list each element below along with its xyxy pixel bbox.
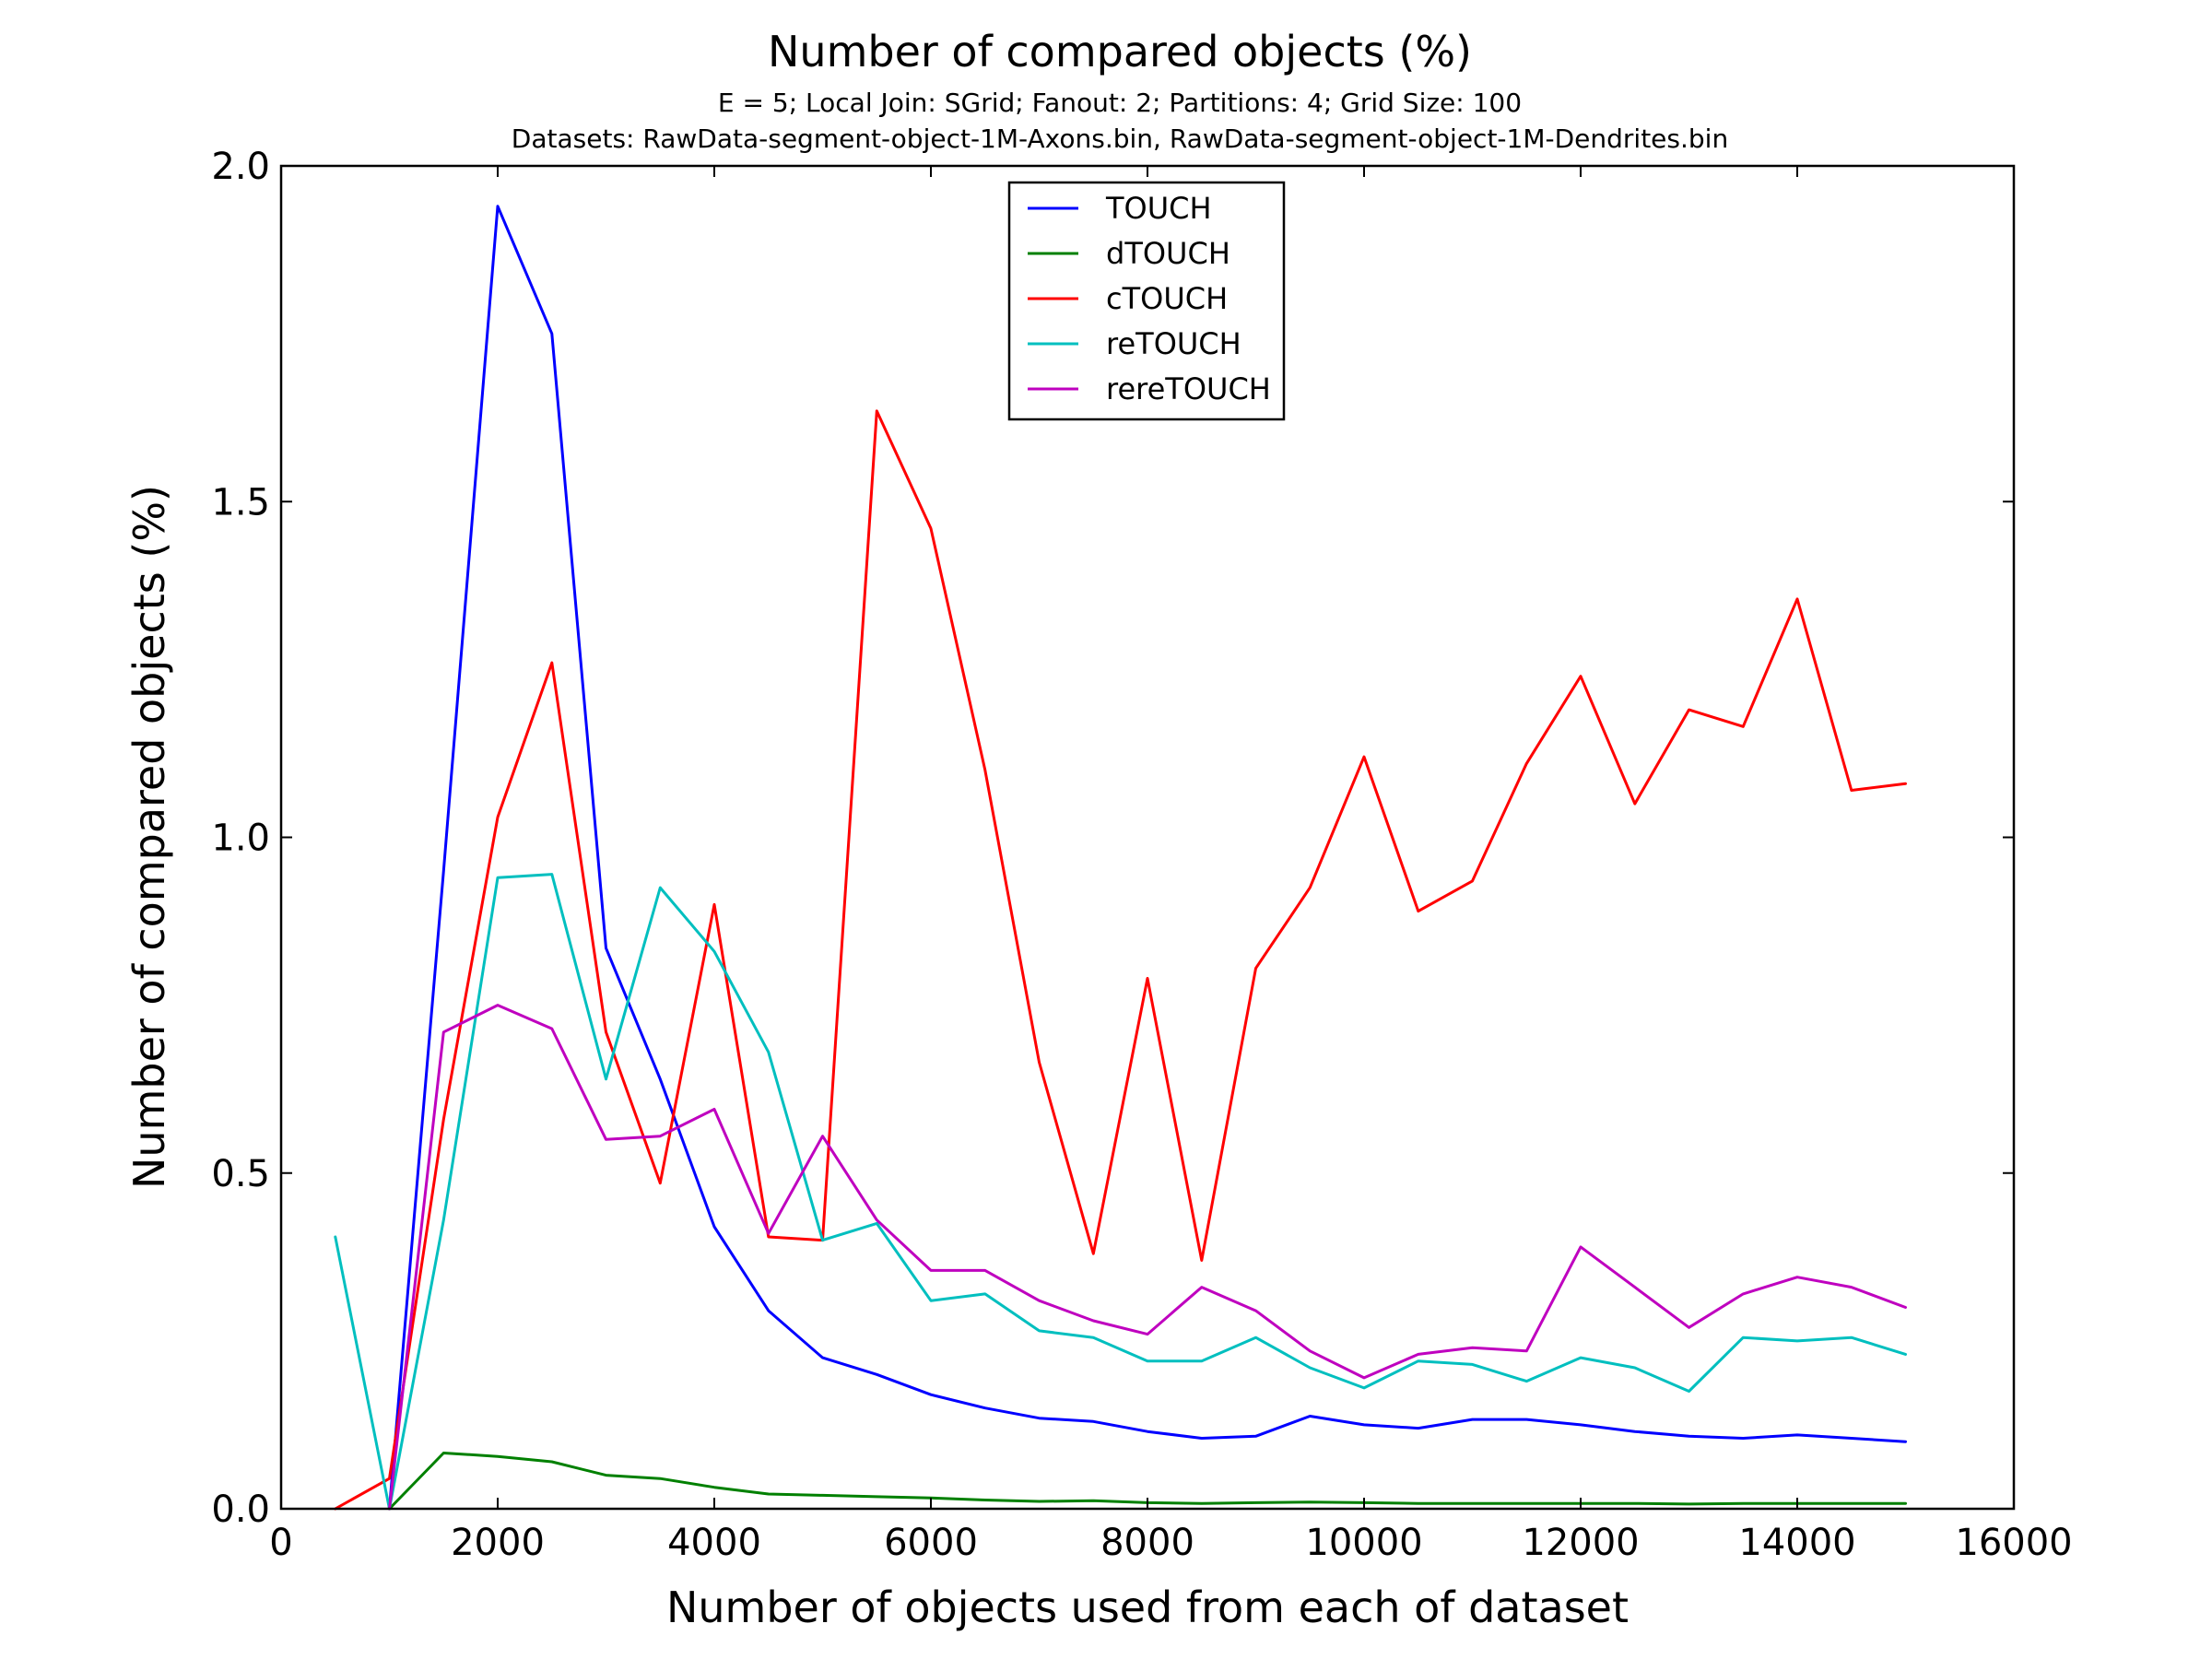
legend-label-ctouch: cTOUCH	[1106, 281, 1228, 316]
y-tick-label: 1.5	[211, 481, 270, 524]
x-axis-label: Number of objects used from each of data…	[666, 1583, 1629, 1632]
series-line-touch	[388, 205, 1907, 1511]
y-tick-label: 2.0	[211, 146, 270, 188]
x-tick-label: 4000	[667, 1522, 761, 1564]
chart-subtitle-line-1: E = 5; Local Join: SGrid; Fanout: 2; Par…	[718, 88, 1522, 118]
legend-entries: TOUCH dTOUCH cTOUCH reTOUCH rereTOUCH	[1028, 191, 1271, 406]
legend-label-retouch: reTOUCH	[1106, 326, 1241, 361]
legend: TOUCH dTOUCH cTOUCH reTOUCH rereTOUCH	[1007, 181, 1286, 421]
x-tick-label: 6000	[884, 1522, 978, 1564]
legend-box	[1007, 181, 1286, 421]
series-line-retouch	[334, 873, 1907, 1511]
x-tick-label: 12000	[1522, 1522, 1639, 1564]
series-line-ctouch	[334, 409, 1907, 1511]
y-axis-label: Number of compared objects (%)	[124, 485, 174, 1189]
legend-label-reretouch: rereTOUCH	[1106, 371, 1271, 406]
x-tick-label: 0	[269, 1522, 292, 1564]
y-tick-label: 0.5	[211, 1153, 270, 1195]
x-tick-label: 8000	[1100, 1522, 1194, 1564]
chart-title: Number of compared objects (%)	[768, 27, 1472, 76]
y-tick-label: 0.0	[211, 1488, 270, 1531]
legend-label-touch: TOUCH	[1105, 191, 1212, 226]
legend-label-dtouch: dTOUCH	[1106, 236, 1230, 271]
tick-layer: 0 2000 4000 6000 8000 10000 12000 14000 16000 0.0…	[211, 146, 2072, 1564]
y-tick-label: 1.0	[211, 818, 270, 860]
x-tick-label: 16000	[1955, 1522, 2072, 1564]
series-line-reretouch	[388, 1004, 1907, 1511]
chart-subtitle-line-2: Datasets: RawData-segment-object-1M-Axon…	[512, 124, 1728, 154]
x-tick-label: 14000	[1738, 1522, 1855, 1564]
x-tick-label: 10000	[1305, 1522, 1422, 1564]
x-tick-label: 2000	[451, 1522, 545, 1564]
